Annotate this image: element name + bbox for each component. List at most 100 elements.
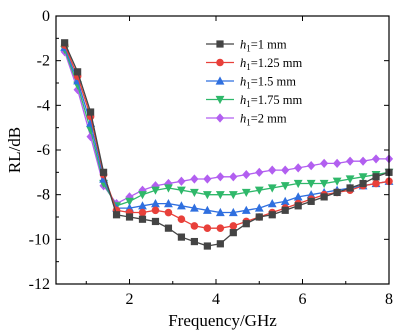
axes: 2 4 6 8 0 -2 -4 -6 -8 -10 -12 — [29, 8, 393, 308]
data-point — [203, 224, 212, 232]
data-point — [190, 174, 199, 184]
x-tick-label: 8 — [385, 291, 393, 308]
data-point — [280, 182, 290, 191]
data-point — [242, 169, 251, 180]
data-point — [228, 191, 238, 200]
data-point — [255, 213, 263, 221]
legend-entry-1: h1=1 mm — [206, 38, 287, 54]
x-axis-title: Frequency/GHz — [168, 311, 277, 330]
data-point — [177, 233, 186, 241]
data-point — [268, 165, 277, 175]
legend-label: h1=1 mm — [240, 38, 287, 54]
data-point — [228, 207, 238, 217]
data-point — [345, 156, 355, 166]
data-point — [125, 197, 134, 206]
data-point — [202, 205, 212, 214]
data-point — [320, 158, 329, 168]
legend-marker — [216, 58, 224, 67]
legend-marker — [216, 40, 224, 48]
data-point — [61, 39, 69, 47]
data-point — [86, 108, 95, 116]
data-point — [254, 203, 264, 212]
data-point — [371, 154, 381, 164]
y-tick-label: -10 — [29, 231, 50, 248]
data-point — [125, 213, 134, 221]
data-point — [138, 191, 147, 200]
legend-entry-4: h1=1.75 mm — [206, 93, 303, 109]
data-point — [164, 224, 173, 232]
data-point — [190, 237, 198, 246]
y-axis-title: RL/dB — [5, 127, 24, 173]
data-point — [164, 199, 173, 208]
legend: h1=1 mm h1=1.25 mm h1=1.5 mm h1=1.75 mm h1=2… — [206, 38, 303, 128]
data-point — [74, 68, 82, 76]
data-point — [216, 240, 224, 248]
y-tick-label: -2 — [37, 53, 50, 70]
data-point — [306, 179, 316, 189]
data-point — [151, 186, 160, 195]
data-point — [254, 186, 264, 195]
data-point — [281, 165, 290, 175]
data-point — [359, 179, 367, 188]
data-point — [229, 229, 237, 237]
data-point — [293, 179, 303, 189]
series-1 — [61, 39, 393, 250]
data-point — [268, 211, 276, 219]
data-point — [203, 242, 211, 250]
y-tick-label: -4 — [37, 97, 50, 114]
data-point — [255, 167, 264, 177]
data-point — [345, 175, 355, 184]
x-tick-label: 2 — [126, 291, 134, 308]
data-point — [164, 184, 173, 193]
y-tick-label: 0 — [42, 8, 50, 25]
legend-label: h1=1.5 mm — [240, 75, 296, 91]
legend-entry-5: h1=2 mm — [206, 112, 287, 128]
data-point — [333, 188, 341, 197]
data-point — [229, 222, 238, 230]
legend-marker — [215, 76, 225, 85]
legend-label: h1=1.25 mm — [240, 56, 303, 72]
data-point — [177, 215, 186, 224]
data-point — [99, 168, 108, 176]
data-point — [294, 202, 302, 210]
legend-entry-3: h1=1.5 mm — [206, 75, 296, 91]
data-point — [372, 179, 380, 188]
legend-marker — [215, 113, 225, 123]
data-point — [177, 186, 186, 195]
data-point — [138, 208, 147, 217]
data-point — [189, 203, 199, 212]
data-point — [358, 156, 368, 166]
series-5 — [60, 47, 394, 209]
series-line — [63, 47, 390, 214]
data-point — [242, 220, 250, 228]
x-tick-label: 6 — [299, 291, 307, 308]
data-point — [151, 206, 160, 215]
data-point — [358, 173, 368, 182]
data-point — [138, 201, 147, 210]
legend-entry-2: h1=1.25 mm — [206, 56, 303, 72]
data-point — [177, 201, 186, 210]
data-point — [215, 207, 225, 217]
series-2 — [60, 41, 393, 232]
data-point — [320, 193, 328, 201]
data-point — [294, 163, 303, 173]
data-point — [138, 215, 147, 223]
data-point — [372, 173, 380, 181]
data-point — [216, 172, 225, 182]
data-point — [229, 172, 238, 182]
data-point — [189, 188, 199, 198]
y-tick-label: -12 — [29, 276, 50, 293]
data-point — [215, 191, 225, 200]
data-point — [293, 192, 303, 201]
y-tick-label: -6 — [37, 142, 50, 159]
data-point — [281, 206, 289, 214]
data-point — [164, 208, 173, 217]
data-point — [307, 161, 316, 171]
data-point — [112, 211, 121, 219]
legend-label: h1=2 mm — [240, 112, 287, 128]
data-point — [203, 174, 212, 184]
data-point — [307, 197, 315, 205]
data-point — [267, 184, 277, 193]
data-point — [241, 205, 251, 214]
